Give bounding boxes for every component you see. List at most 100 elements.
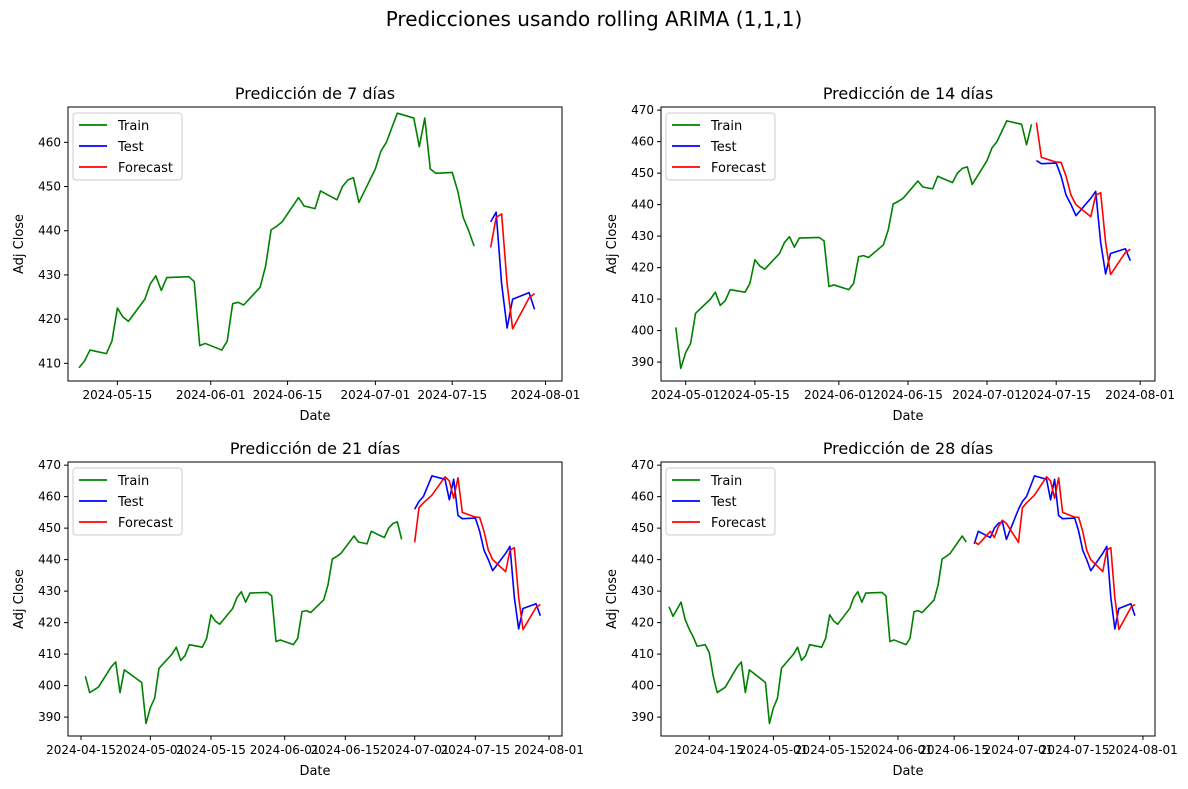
x-tick-label: 2024-04-15 <box>674 743 744 757</box>
y-tick-label: 470 <box>38 458 61 472</box>
legend-label-test: Test <box>710 140 737 155</box>
x-tick-label: 2024-08-01 <box>511 388 581 402</box>
y-tick-label: 450 <box>38 180 61 194</box>
y-tick-label: 450 <box>631 521 654 535</box>
series-line-test <box>413 475 542 630</box>
subplot-title: Predicción de 14 días <box>823 84 993 103</box>
y-tick-label: 470 <box>631 458 654 472</box>
legend-label-train: Train <box>710 119 742 134</box>
y-tick-label: 450 <box>631 166 654 180</box>
x-tick-label: 2024-07-01 <box>984 743 1054 757</box>
x-tick-label: 2024-08-01 <box>514 743 584 757</box>
y-tick-label: 460 <box>631 490 654 504</box>
series-line-forecast <box>1035 122 1131 276</box>
x-tick-label: 2024-07-01 <box>341 388 411 402</box>
x-tick-label: 2024-05-01 <box>115 743 185 757</box>
x-tick-label: 2024-06-15 <box>873 388 943 402</box>
x-tick-label: 2024-06-01 <box>863 743 933 757</box>
series-line-test <box>1036 159 1132 275</box>
x-tick-label: 2024-07-15 <box>1021 388 1091 402</box>
legend-label-train: Train <box>117 474 149 489</box>
series-line-train <box>675 120 1033 370</box>
legend-label-train: Train <box>117 119 149 134</box>
legend-label-test: Test <box>117 495 144 510</box>
series-group <box>84 475 542 725</box>
y-tick-label: 470 <box>631 103 654 117</box>
x-tick-label: 2024-07-01 <box>952 388 1022 402</box>
y-axis-label: Adj Close <box>605 569 620 629</box>
y-tick-label: 400 <box>38 679 61 693</box>
subplot-1: Predicción de 7 días 410 420 430 440 450 460 20… <box>12 84 580 424</box>
series-line-train <box>668 535 967 725</box>
y-axis-label: Adj Close <box>12 214 27 274</box>
axes-frame <box>660 106 1156 382</box>
subplot-4: Predicción de 28 días 390 400 410 420 430 440 4… <box>605 439 1178 779</box>
subplot-grid: Predicción de 7 días 410 420 430 440 450 460 20… <box>12 84 1178 779</box>
x-tick-label: 2024-05-15 <box>720 388 790 402</box>
x-axis-label: Date <box>299 764 330 779</box>
legend-box <box>72 112 183 181</box>
x-tick-label: 2024-05-01 <box>739 743 809 757</box>
series-line-forecast <box>413 475 541 631</box>
legend-label-forecast: Forecast <box>711 516 766 531</box>
x-tick-label: 2024-07-01 <box>380 743 450 757</box>
series-group <box>668 475 1136 725</box>
y-tick-label: 440 <box>38 224 61 238</box>
x-tick-label: 2024-06-15 <box>919 743 989 757</box>
x-tick-label: 2024-06-01 <box>176 388 246 402</box>
series-line-train <box>84 521 403 725</box>
x-tick-label: 2024-06-01 <box>250 743 320 757</box>
x-axis-label: Date <box>892 409 923 424</box>
axes-frame <box>67 461 563 737</box>
x-tick-label: 2024-05-15 <box>83 388 153 402</box>
subplot-2: Predicción de 14 días 390 400 410 420 430 440 4… <box>605 84 1175 424</box>
series-line-forecast <box>489 213 536 330</box>
x-tick-label: 2024-07-15 <box>417 388 487 402</box>
y-tick-label: 460 <box>38 135 61 149</box>
y-tick-label: 440 <box>631 198 654 212</box>
series-line-test <box>489 211 536 329</box>
series-line-train <box>78 112 475 369</box>
y-tick-label: 420 <box>38 616 61 630</box>
y-tick-label: 460 <box>631 135 654 149</box>
x-axis-label: Date <box>892 764 923 779</box>
y-axis-label: Adj Close <box>605 214 620 274</box>
legend-box <box>665 467 776 536</box>
legend: Train Test Forecast <box>665 467 776 536</box>
legend: Train Test Forecast <box>72 112 183 181</box>
x-axis-label: Date <box>299 409 330 424</box>
y-tick-label: 390 <box>631 710 654 724</box>
legend-label-forecast: Forecast <box>118 516 173 531</box>
x-tick-label: 2024-06-01 <box>804 388 874 402</box>
figure-suptitle: Predicciones usando rolling ARIMA (1,1,1… <box>386 7 803 31</box>
legend: Train Test Forecast <box>665 112 776 181</box>
y-tick-label: 430 <box>631 584 654 598</box>
x-tick-label: 2024-05-15 <box>795 743 865 757</box>
legend-label-forecast: Forecast <box>711 161 766 176</box>
x-tick-label: 2024-05-15 <box>176 743 246 757</box>
legend-box <box>665 112 776 181</box>
y-axis-label: Adj Close <box>12 569 27 629</box>
legend-label-train: Train <box>710 474 742 489</box>
y-tick-label: 440 <box>631 553 654 567</box>
series-line-forecast <box>973 475 1136 631</box>
y-tick-label: 420 <box>631 261 654 275</box>
y-tick-label: 390 <box>38 710 61 724</box>
x-tick-label: 2024-06-15 <box>310 743 380 757</box>
legend-label-test: Test <box>710 495 737 510</box>
legend-box <box>72 467 183 536</box>
y-tick-label: 430 <box>38 584 61 598</box>
x-tick-label: 2024-05-01 <box>651 388 721 402</box>
y-tick-label: 460 <box>38 490 61 504</box>
y-tick-label: 430 <box>38 268 61 282</box>
y-tick-label: 420 <box>631 616 654 630</box>
subplot-title: Predicción de 21 días <box>230 439 400 458</box>
subplot-title: Predicción de 28 días <box>823 439 993 458</box>
x-tick-label: 2024-07-15 <box>1040 743 1110 757</box>
axes-frame <box>660 461 1156 737</box>
legend-label-forecast: Forecast <box>118 161 173 176</box>
y-tick-label: 450 <box>38 521 61 535</box>
y-tick-label: 410 <box>631 647 654 661</box>
y-tick-label: 390 <box>631 355 654 369</box>
